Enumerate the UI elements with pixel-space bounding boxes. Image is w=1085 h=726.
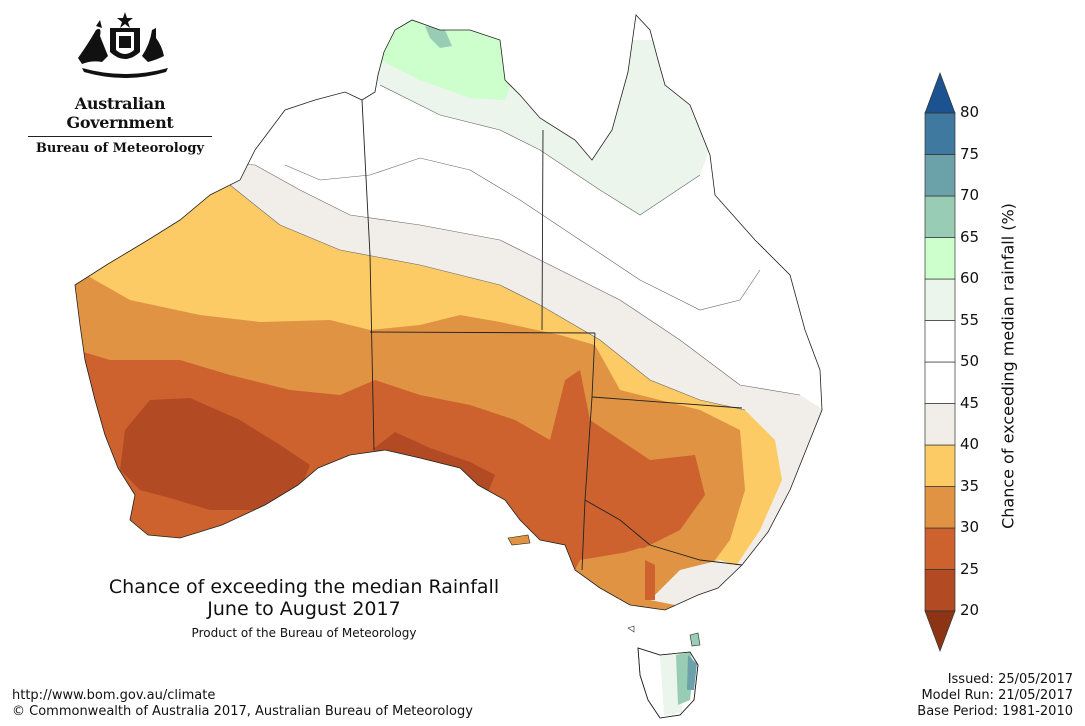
map-title: Chance of exceeding the median Rainfall [108, 576, 500, 598]
legend-label: 50 [960, 352, 980, 370]
map-period: June to August 2017 [207, 598, 401, 620]
zone-victoria-25-30 [645, 560, 655, 600]
legend-label: 30 [960, 518, 980, 536]
kangaroo-island [507, 534, 531, 546]
model-run-date: Model Run: 21/05/2017 [921, 688, 1073, 703]
issued-date: Issued: 25/05/2017 [947, 672, 1073, 687]
bureau-name: Bureau of Meteorology [35, 141, 205, 156]
footer-right: Issued: 25/05/2017 Model Run: 21/05/2017… [917, 672, 1073, 720]
legend-label: 20 [960, 601, 980, 619]
flinders-island [689, 632, 701, 647]
contour-lines [75, 84, 801, 411]
map-title-block: Chance of exceeding the median Rainfall … [84, 576, 524, 640]
footer-left: http://www.bom.gov.au/climate © Commonwe… [12, 688, 473, 720]
zone-65-70 [425, 26, 452, 48]
coat-of-arms-icon [78, 12, 168, 78]
government-name: Australian Government [66, 94, 174, 132]
king-island [627, 625, 635, 633]
copyright-text: © Commonwealth of Australia 2017, Austra… [12, 704, 473, 719]
legend-label: 70 [960, 186, 980, 204]
legend-label: 40 [960, 435, 980, 453]
legend-label: 55 [960, 310, 980, 329]
tasmania [637, 647, 699, 719]
legend-label: 75 [960, 144, 980, 163]
legend-title-text: Chance of exceeding median rainfall (%) [998, 203, 1018, 529]
government-logo: Australian Government Bureau of Meteorol… [20, 10, 220, 156]
base-period: Base Period: 1981-2010 [917, 704, 1073, 719]
legend-label: 35 [960, 476, 980, 495]
bom-url-link[interactable]: http://www.bom.gov.au/climate [12, 688, 216, 703]
legend-label: 65 [960, 227, 980, 246]
legend-label: 25 [960, 559, 980, 578]
logo-divider [28, 136, 212, 137]
map-subtitle: Product of the Bureau of Meteorology [191, 626, 417, 640]
legend-label: 80 [960, 103, 980, 121]
state-borders [361, 99, 743, 571]
legend-label: 60 [960, 269, 980, 287]
legend-label: 45 [960, 393, 980, 412]
australia-coastline [74, 14, 823, 611]
zone-20-25 [120, 398, 310, 510]
